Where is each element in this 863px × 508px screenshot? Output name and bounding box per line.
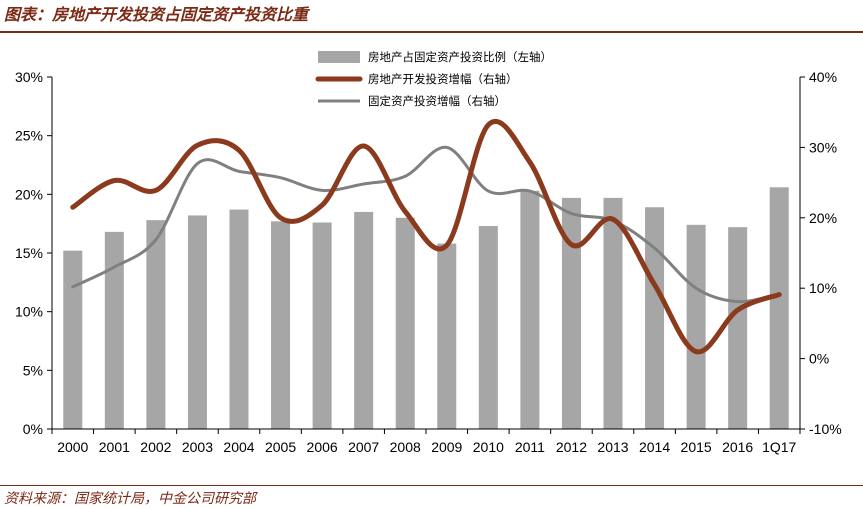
- bar-2012: [561, 197, 581, 429]
- x-tick-label: 2005: [265, 439, 296, 455]
- bar-2005: [271, 221, 291, 429]
- legend-label: 固定资产投资增幅（右轴）: [368, 94, 506, 108]
- x-tick-label: 2009: [431, 439, 462, 455]
- x-tick-label: 2007: [348, 439, 379, 455]
- point-fixed-asset-2008: [404, 175, 406, 177]
- point-real-estate-2009: [446, 244, 448, 246]
- right-tick-label: 40%: [809, 69, 837, 85]
- bar-2011: [520, 190, 540, 429]
- legend-swatch-bar: [318, 51, 360, 63]
- point-real-estate-2003: [196, 144, 198, 146]
- bar-2007: [354, 211, 374, 429]
- left-tick-label: 15%: [15, 245, 43, 261]
- x-tick-label: 2015: [681, 439, 712, 455]
- right-tick-label: 10%: [809, 280, 837, 296]
- point-real-estate-2006: [321, 204, 323, 206]
- point-fixed-asset-2010: [487, 190, 489, 192]
- right-tick-label: 0%: [809, 351, 829, 367]
- point-fixed-asset-2006: [321, 189, 323, 191]
- point-real-estate-2007: [363, 145, 365, 147]
- series-line-real-estate-growth: [70, 119, 782, 355]
- point-real-estate-2012: [570, 244, 572, 246]
- x-tick-label: 2010: [473, 439, 504, 455]
- point-real-estate-2000: [72, 206, 74, 208]
- bar-2015: [686, 224, 706, 429]
- bar-2013: [603, 197, 623, 429]
- bar-1Q17: [769, 187, 789, 429]
- x-tick-label: 2014: [639, 439, 670, 455]
- bar-2014: [645, 207, 665, 429]
- left-tick-label: 10%: [15, 304, 43, 320]
- x-tick-label: 2002: [140, 439, 171, 455]
- x-tick-label: 2001: [99, 439, 130, 455]
- point-fixed-asset-2007: [363, 183, 365, 185]
- left-tick-label: 30%: [15, 69, 43, 85]
- source-note: 资料来源：国家统计局，中金公司研究部: [4, 491, 256, 507]
- point-fixed-asset-2000: [72, 286, 74, 288]
- point-real-estate-2002: [155, 189, 157, 191]
- point-fixed-asset-2009: [446, 146, 448, 148]
- point-real-estate-2004: [238, 149, 240, 151]
- point-real-estate-2016: [737, 309, 739, 311]
- bar-2004: [229, 209, 249, 429]
- x-tick-label: 2000: [57, 439, 88, 455]
- bar-2006: [312, 222, 332, 429]
- point-real-estate-2011: [529, 161, 531, 163]
- x-tick-label: 2016: [722, 439, 753, 455]
- point-real-estate-2010: [487, 124, 489, 126]
- bar-2002: [146, 220, 166, 429]
- legend-label: 房地产开发投资增幅（右轴）: [368, 72, 518, 86]
- point-real-estate-1Q17: [778, 294, 780, 296]
- x-tick-label: 2008: [390, 439, 421, 455]
- x-tick-label: 2004: [223, 439, 254, 455]
- point-fixed-asset-2002: [155, 239, 157, 241]
- left-tick-label: 20%: [15, 186, 43, 202]
- bar-2001: [104, 231, 124, 429]
- point-real-estate-2008: [404, 210, 406, 212]
- point-fixed-asset-2005: [280, 177, 282, 179]
- bar-2008: [395, 217, 415, 429]
- x-tick-label: 2013: [597, 439, 628, 455]
- point-fixed-asset-2004: [238, 170, 240, 172]
- point-fixed-asset-2014: [654, 247, 656, 249]
- footer-divider: [0, 485, 863, 486]
- point-real-estate-2005: [280, 217, 282, 219]
- point-real-estate-2001: [113, 179, 115, 181]
- bar-2003: [187, 215, 207, 429]
- point-fixed-asset-2003: [196, 163, 198, 165]
- point-real-estate-2015: [695, 351, 697, 353]
- series-line-fixed-asset-growth: [71, 145, 781, 304]
- point-fixed-asset-2015: [695, 287, 697, 289]
- x-tick-label: 2012: [556, 439, 587, 455]
- bar-2016: [728, 227, 748, 429]
- x-tick-label: 1Q17: [762, 439, 796, 455]
- point-fixed-asset-2012: [570, 213, 572, 215]
- x-tick-label: 2006: [307, 439, 338, 455]
- point-fixed-asset-2016: [737, 301, 739, 303]
- point-real-estate-2014: [654, 284, 656, 286]
- point-fixed-asset-2011: [529, 190, 531, 192]
- point-real-estate-2013: [612, 218, 614, 220]
- right-tick-label: 30%: [809, 139, 837, 155]
- point-fixed-asset-2001: [113, 266, 115, 268]
- bar-2000: [63, 250, 83, 429]
- left-tick-label: 5%: [23, 362, 43, 378]
- bar-2010: [478, 226, 498, 429]
- page-title: 图表：房地产开发投资占固定资产投资比重: [4, 5, 309, 24]
- legend-label: 房地产占固定资产投资比例（左轴）: [368, 50, 552, 64]
- right-tick-label: -10%: [809, 421, 842, 437]
- bar-2009: [437, 243, 457, 429]
- left-tick-label: 25%: [15, 128, 43, 144]
- x-tick-label: 2003: [182, 439, 213, 455]
- title-divider: [0, 31, 863, 33]
- x-tick-label: 2011: [515, 439, 545, 455]
- left-tick-label: 0%: [23, 421, 43, 437]
- right-tick-label: 20%: [809, 210, 837, 226]
